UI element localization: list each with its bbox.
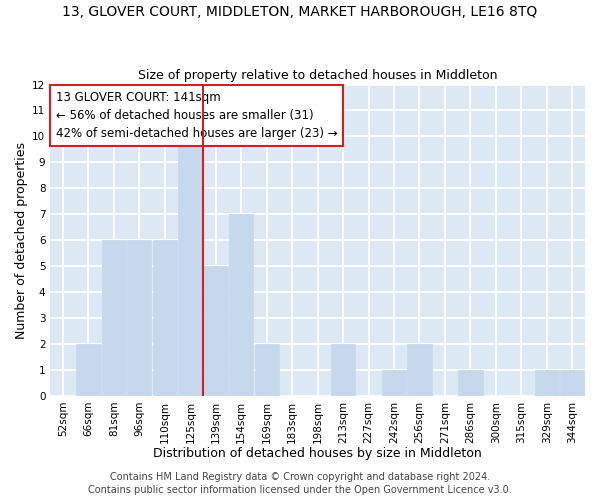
Text: 13, GLOVER COURT, MIDDLETON, MARKET HARBOROUGH, LE16 8TQ: 13, GLOVER COURT, MIDDLETON, MARKET HARB… — [62, 5, 538, 19]
Bar — [76, 344, 101, 396]
Bar — [535, 370, 559, 396]
Bar — [203, 266, 228, 396]
Bar — [229, 214, 253, 396]
Text: 13 GLOVER COURT: 141sqm
← 56% of detached houses are smaller (31)
42% of semi-de: 13 GLOVER COURT: 141sqm ← 56% of detache… — [56, 91, 337, 140]
Text: Contains HM Land Registry data © Crown copyright and database right 2024.
Contai: Contains HM Land Registry data © Crown c… — [88, 472, 512, 495]
Title: Size of property relative to detached houses in Middleton: Size of property relative to detached ho… — [138, 69, 497, 82]
Y-axis label: Number of detached properties: Number of detached properties — [15, 142, 28, 338]
Bar — [127, 240, 151, 396]
Bar — [382, 370, 406, 396]
Bar — [407, 344, 431, 396]
Bar — [102, 240, 126, 396]
Bar — [331, 344, 355, 396]
X-axis label: Distribution of detached houses by size in Middleton: Distribution of detached houses by size … — [153, 447, 482, 460]
Bar — [560, 370, 584, 396]
Bar — [178, 136, 202, 396]
Bar — [254, 344, 279, 396]
Bar — [153, 240, 177, 396]
Bar — [458, 370, 482, 396]
